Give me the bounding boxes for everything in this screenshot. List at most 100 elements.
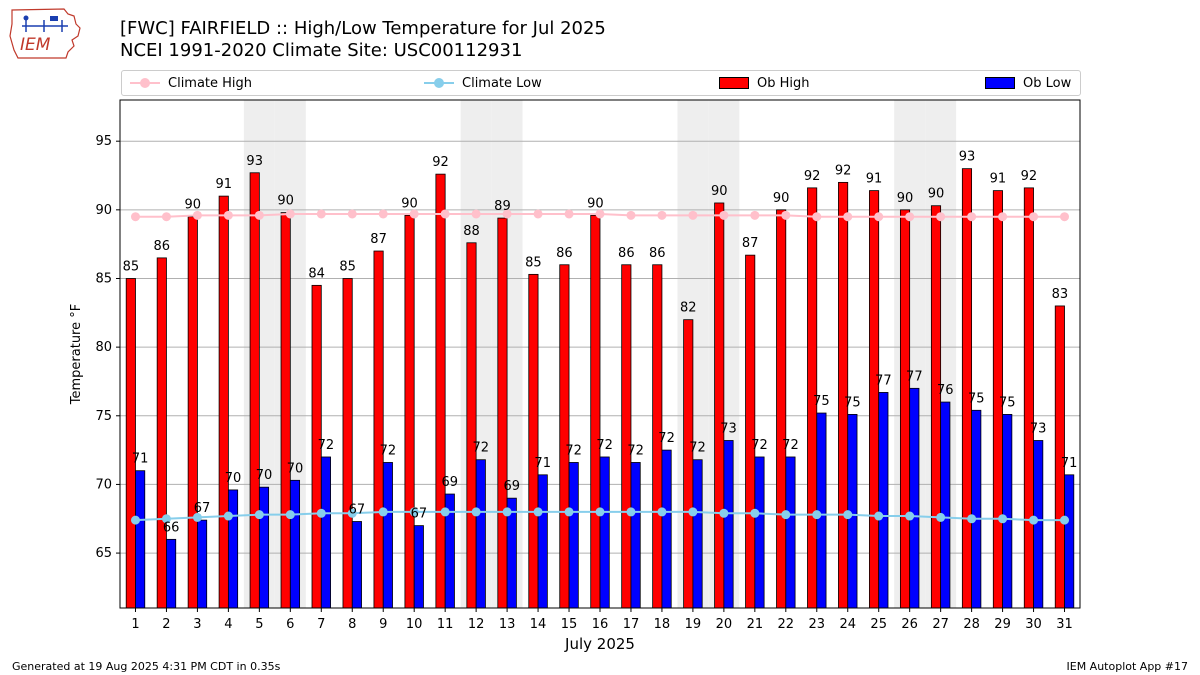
x-tick-label: 1 — [131, 617, 139, 632]
x-tick-label: 25 — [870, 617, 887, 632]
x-tick-label: 26 — [901, 617, 918, 632]
ob-high-bar — [280, 212, 291, 609]
x-tick-label: 7 — [317, 617, 325, 632]
x-tick-label: 12 — [468, 617, 485, 632]
legend-label-ob-high: Ob High — [757, 75, 810, 91]
climate-high-marker — [998, 212, 1008, 222]
climate-low-marker — [440, 507, 450, 517]
ob-high-bar — [497, 217, 508, 609]
x-tick-label: 6 — [286, 617, 294, 632]
ob-low-label: 69 — [503, 479, 520, 494]
ob-low-bar — [1002, 414, 1013, 609]
ob-low-label: 71 — [534, 456, 551, 471]
ob-high-bar — [899, 209, 911, 609]
climate-high-marker — [223, 210, 233, 220]
y-tick-label: 65 — [95, 546, 112, 561]
climate-high-marker — [1060, 212, 1070, 222]
ob-low-bar — [537, 474, 548, 609]
climate-low-marker — [130, 515, 140, 525]
x-tick-label: 11 — [437, 617, 454, 632]
climate-low-marker — [285, 510, 295, 520]
climate-low-marker — [688, 507, 698, 517]
ob-low-bar — [413, 525, 424, 609]
x-tick-label: 10 — [406, 617, 423, 632]
climate-lines — [130, 209, 1070, 525]
ob-high-bar — [218, 195, 229, 609]
climate-high-marker — [688, 210, 698, 220]
y-tick-label: 85 — [95, 271, 112, 286]
climate-low-marker — [1029, 515, 1039, 525]
ob-high-label: 93 — [959, 150, 976, 165]
ob-high-label: 92 — [432, 155, 449, 170]
climate-high-marker — [130, 212, 140, 222]
climate-low-marker — [843, 510, 853, 520]
x-tick-label: 16 — [592, 617, 609, 632]
ob-low-bar — [382, 462, 393, 609]
x-tick-label: 20 — [716, 617, 733, 632]
ob-high-label: 87 — [742, 236, 759, 251]
ob-low-label: 67 — [349, 503, 366, 518]
logo-text: IEM — [20, 35, 51, 55]
climate-low-marker — [812, 510, 822, 520]
ob-low-label: 72 — [627, 443, 644, 458]
ob-low-label: 70 — [225, 471, 242, 486]
ob-high-label: 83 — [1052, 287, 1069, 302]
ob-high-label: 86 — [649, 246, 666, 261]
climate-high-marker — [533, 209, 543, 219]
climate-high-marker — [874, 212, 884, 222]
climate-low-marker — [1060, 515, 1070, 525]
ob-high-label: 86 — [618, 246, 635, 261]
climate-low-marker — [626, 507, 636, 517]
climate-high-marker — [254, 210, 264, 220]
x-tick-label: 5 — [255, 617, 263, 632]
ob-low-bar — [166, 538, 177, 609]
climate-low-marker — [719, 508, 729, 518]
x-tick-label: 28 — [963, 617, 980, 632]
climate-low-marker — [409, 507, 419, 517]
legend-label-climate-high: Climate High — [168, 75, 253, 91]
ob-high-bar — [621, 264, 632, 609]
ob-low-label: 72 — [565, 443, 582, 458]
ob-low-bar — [785, 456, 796, 609]
ob-high-bar — [435, 173, 446, 609]
ob-high-label: 90 — [401, 196, 418, 211]
legend-item-ob-high: Ob High — [719, 74, 810, 92]
x-tick-label: 3 — [193, 617, 201, 632]
ob-low-label: 72 — [658, 431, 675, 446]
ob-high-label: 90 — [897, 191, 914, 206]
climate-low-marker — [161, 514, 171, 524]
ob-low-label: 75 — [844, 395, 861, 410]
climate-high-marker — [626, 210, 636, 220]
climate-high-swatch — [130, 78, 160, 88]
generated-footer: Generated at 19 Aug 2025 4:31 PM CDT in … — [12, 660, 281, 673]
y-tick-label: 80 — [95, 340, 112, 355]
ob-low-bar — [940, 401, 951, 609]
climate-low-marker — [936, 512, 946, 522]
ob-high-bar — [125, 278, 136, 609]
climate-high-marker — [471, 209, 481, 219]
climate-high-marker — [564, 209, 574, 219]
ob-high-bar — [466, 242, 477, 609]
ob-low-label: 70 — [256, 468, 273, 483]
legend-item-ob-low: Ob Low — [985, 74, 1071, 92]
ob-high-label: 92 — [1021, 169, 1038, 184]
ob-low-bar — [351, 521, 362, 609]
climate-low-marker — [750, 508, 760, 518]
ob-low-bar — [320, 456, 331, 609]
climate-low-marker — [378, 507, 388, 517]
ob-high-swatch — [719, 77, 749, 89]
climate-high-marker — [595, 209, 605, 219]
legend-item-climate-low: Climate Low — [424, 74, 542, 92]
x-tick-label: 14 — [530, 617, 547, 632]
ob-low-label: 67 — [411, 507, 428, 522]
ob-low-label: 73 — [1030, 421, 1047, 436]
climate-high-marker — [781, 210, 791, 220]
x-tick-label: 27 — [932, 617, 949, 632]
ob-high-bar — [249, 172, 260, 609]
x-tick-label: 31 — [1056, 617, 1073, 632]
climate-low-marker — [874, 511, 884, 521]
y-tick-label: 95 — [95, 134, 112, 149]
ob-low-bar — [1064, 474, 1075, 609]
ob-low-bar — [258, 486, 270, 609]
ob-low-label: 72 — [751, 438, 768, 453]
